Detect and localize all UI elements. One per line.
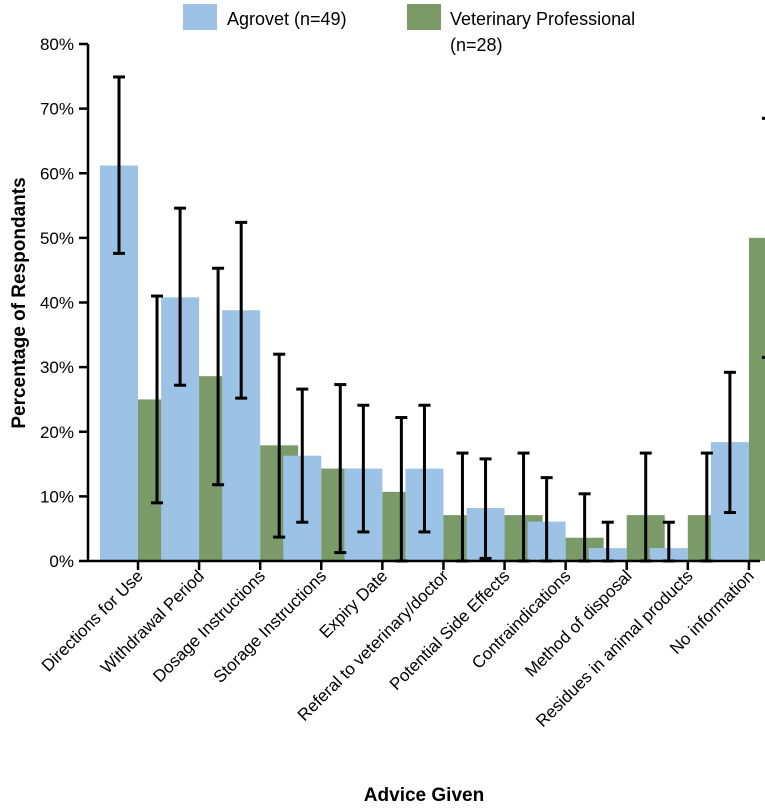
y-tick-label: 20% xyxy=(40,423,74,442)
y-tick-label: 30% xyxy=(40,358,74,377)
y-tick-label: 0% xyxy=(49,552,74,571)
y-tick-label: 40% xyxy=(40,294,74,313)
x-category-label: Dosage Instructions xyxy=(149,566,269,686)
y-tick-label: 80% xyxy=(40,35,74,54)
x-category-label: Potential Side Effects xyxy=(386,566,513,693)
x-category-label: Directions for Use xyxy=(38,566,147,675)
y-axis-title: Percentage of Respondants xyxy=(9,177,30,428)
y-tick-label: 60% xyxy=(40,164,74,183)
legend: Agrovet (n=49) Veterinary Professional (… xyxy=(183,4,635,55)
x-category-label: Storage Instructions xyxy=(210,566,330,686)
bars-layer xyxy=(100,165,765,561)
x-axis-title: Advice Given xyxy=(364,785,484,806)
y-tick-label: 70% xyxy=(40,100,74,119)
x-category-label: Method of disposal xyxy=(521,566,635,680)
y-tick-label: 50% xyxy=(40,229,74,248)
legend-label-veterinary-n: (n=28) xyxy=(450,35,503,55)
legend-label-veterinary: Veterinary Professional xyxy=(450,9,635,29)
legend-label-agrovet: Agrovet (n=49) xyxy=(227,9,347,29)
bar-veterinary xyxy=(748,237,765,561)
x-category-label: Withdrawal Period xyxy=(97,566,208,677)
legend-swatch-veterinary xyxy=(407,4,441,30)
y-tick-label: 10% xyxy=(40,487,74,506)
y-ticks: 0% 10% 20% 30% 40% 50% 60% 70% 80% xyxy=(40,35,88,571)
legend-swatch-agrovet xyxy=(183,4,217,30)
